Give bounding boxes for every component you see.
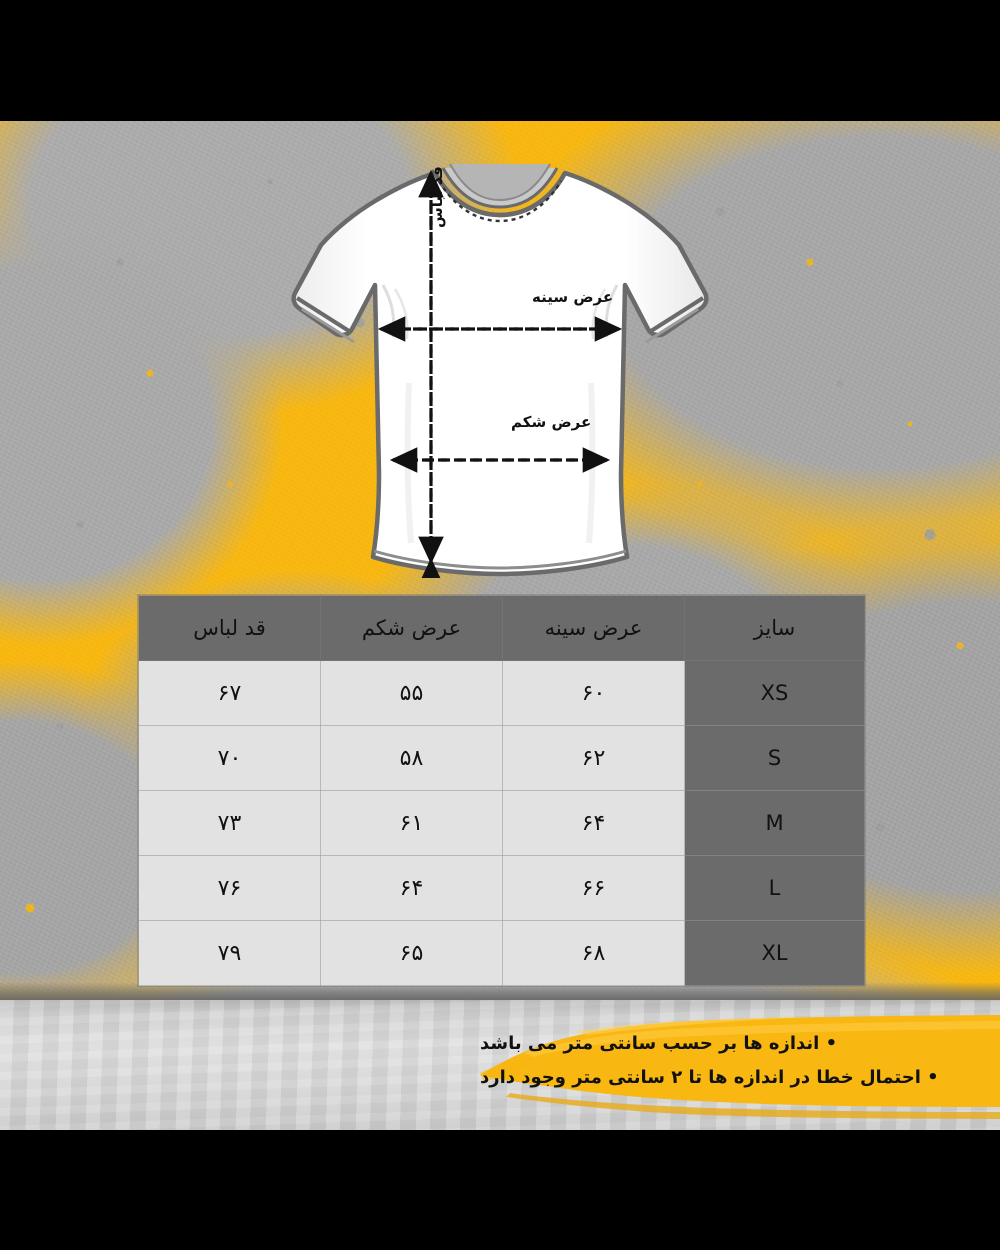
note-lines: • اندازه ها بر حسب سانتی متر می باشد • ا… (480, 1001, 1000, 1121)
chest-width-label: عرض سینه (532, 288, 614, 306)
scene: عرض سینه عرض شکم قد لباس سایز عرض سینه ع… (0, 121, 1000, 1130)
cell-length: ۷۰ (138, 725, 321, 791)
tshirt-bottom-hem (373, 549, 627, 570)
header-chest: عرض سینه (502, 595, 685, 661)
cell-length: ۷۶ (138, 855, 321, 921)
cell-length: ۷۳ (138, 790, 321, 856)
table-row: L ۶۶ ۶۴ ۷۶ (138, 855, 865, 921)
tshirt-body (291, 170, 709, 577)
cell-chest: ۶۲ (502, 725, 685, 791)
cell-length: ۷۹ (138, 920, 321, 986)
cell-size: XS (684, 660, 865, 726)
tshirt-diagram: عرض سینه عرض شکم قد لباس (283, 133, 718, 578)
cell-chest: ۶۸ (502, 920, 685, 986)
table-row: XL ۶۸ ۶۵ ۷۹ (138, 920, 865, 986)
table-row: XS ۶۰ ۵۵ ۶۷ (138, 660, 865, 726)
tshirt-sleeve-hems (295, 296, 705, 344)
floor-edge-shadow (0, 982, 1000, 1000)
note-block: • اندازه ها بر حسب سانتی متر می باشد • ا… (480, 1001, 1000, 1121)
note-line-units: • اندازه ها بر حسب سانتی متر می باشد (480, 1033, 838, 1054)
belly-width-label: عرض شکم (511, 413, 592, 431)
note-line-tolerance: • احتمال خطا در اندازه ها تا ۲ سانتی متر… (480, 1067, 939, 1088)
letterbox-bottom (0, 1130, 1000, 1250)
table-row: M ۶۴ ۶۱ ۷۳ (138, 790, 865, 856)
header-belly: عرض شکم (320, 595, 503, 661)
yellow-brush-stroke (480, 1001, 1000, 1121)
cell-belly: ۶۱ (320, 790, 503, 856)
size-table: سایز عرض سینه عرض شکم قد لباس XS ۶۰ ۵۵ ۶… (138, 595, 865, 986)
cell-chest: ۶۴ (502, 790, 685, 856)
table-header-row: سایز عرض سینه عرض شکم قد لباس (138, 595, 865, 661)
cell-belly: ۵۵ (320, 660, 503, 726)
cell-size: M (684, 790, 865, 856)
tshirt-collar (433, 163, 567, 223)
cell-size: XL (684, 920, 865, 986)
cell-length: ۶۷ (138, 660, 321, 726)
header-length: قد لباس (138, 595, 321, 661)
header-size: سایز (684, 595, 865, 661)
cell-size: L (684, 855, 865, 921)
cell-belly: ۵۸ (320, 725, 503, 791)
table-body: XS ۶۰ ۵۵ ۶۷ S ۶۲ ۵۸ ۷۰ M ۶۴ ۶۱ ۷۳ (138, 660, 865, 986)
cell-belly: ۶۵ (320, 920, 503, 986)
cell-belly: ۶۴ (320, 855, 503, 921)
cell-chest: ۶۶ (502, 855, 685, 921)
cell-chest: ۶۰ (502, 660, 685, 726)
garment-length-label: قد لباس (428, 166, 446, 228)
table-row: S ۶۲ ۵۸ ۷۰ (138, 725, 865, 791)
cell-size: S (684, 725, 865, 791)
table-header: سایز عرض سینه عرض شکم قد لباس (138, 595, 865, 661)
letterbox-top (0, 0, 1000, 121)
